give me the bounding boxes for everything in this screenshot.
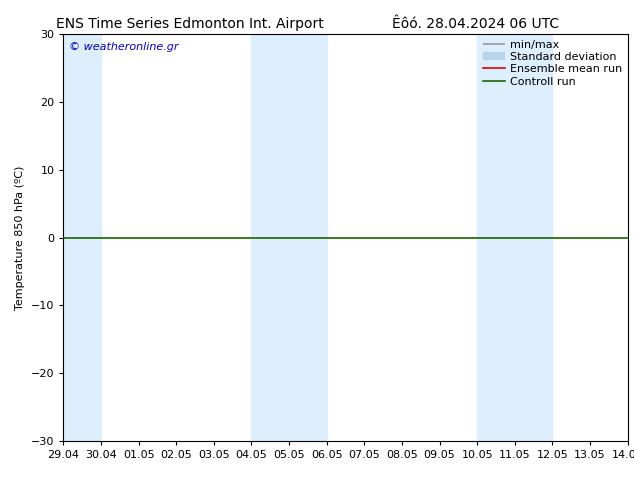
Legend: min/max, Standard deviation, Ensemble mean run, Controll run: min/max, Standard deviation, Ensemble me… <box>480 37 625 90</box>
Bar <box>252 34 327 441</box>
Y-axis label: Temperature 850 hPa (ºC): Temperature 850 hPa (ºC) <box>15 166 25 310</box>
Text: © weatheronline.gr: © weatheronline.gr <box>69 43 179 52</box>
Text: Êôó. 28.04.2024 06 UTC: Êôó. 28.04.2024 06 UTC <box>392 17 559 31</box>
Bar <box>63 34 101 441</box>
Text: ENS Time Series Edmonton Int. Airport: ENS Time Series Edmonton Int. Airport <box>56 17 324 31</box>
Bar <box>477 34 552 441</box>
